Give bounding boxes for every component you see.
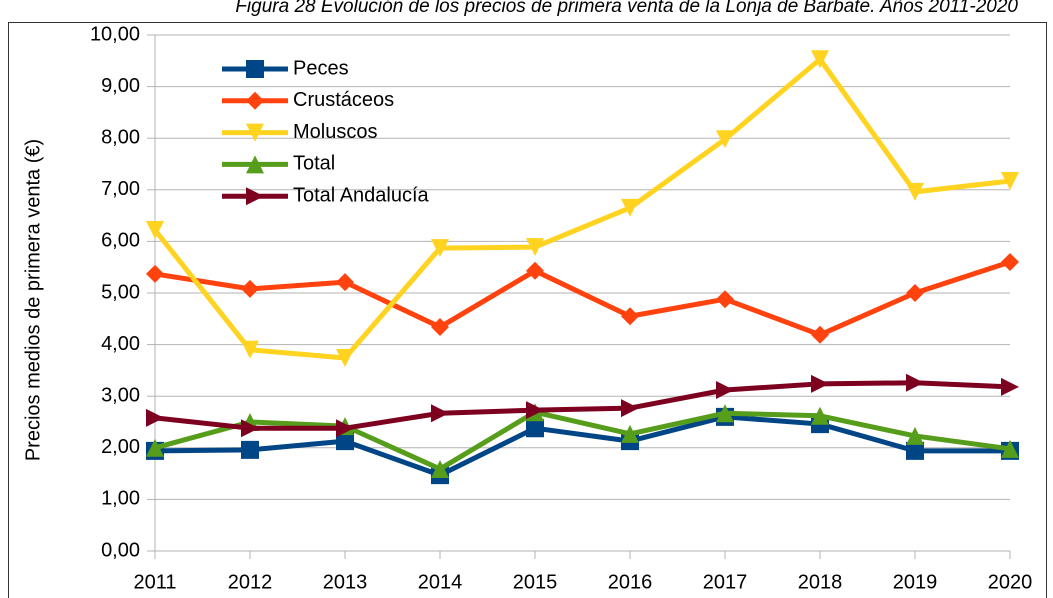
marker <box>241 279 259 298</box>
marker <box>526 261 544 280</box>
chart-title: Figura 28 Evolución de los precios de pr… <box>235 0 1018 17</box>
marker <box>246 155 264 174</box>
marker <box>526 238 544 257</box>
series-line <box>154 380 1011 431</box>
marker <box>716 404 734 423</box>
marker <box>431 459 449 478</box>
marker <box>246 60 264 78</box>
marker <box>1001 377 1019 396</box>
y-tick-label: 0,00 <box>101 539 140 561</box>
marker <box>336 349 354 368</box>
y-tick-label: 2,00 <box>101 436 140 458</box>
marker <box>811 325 829 344</box>
legend-label: Total <box>293 153 335 175</box>
series-line <box>154 414 1010 478</box>
y-tick-label: 5,00 <box>101 281 140 303</box>
x-tick-label: 2016 <box>608 571 653 593</box>
marker <box>621 399 639 418</box>
y-tick-label: 1,00 <box>101 488 140 510</box>
y-tick-label: 4,00 <box>101 333 140 355</box>
x-tick-label: 2013 <box>323 571 368 593</box>
y-tick-label: 6,00 <box>101 230 140 252</box>
x-tick-label: 2018 <box>798 571 843 593</box>
y-tick-label: 9,00 <box>101 75 140 97</box>
marker <box>621 198 639 217</box>
x-tick-label: 2014 <box>418 571 463 593</box>
marker <box>146 264 164 283</box>
y-tick-label: 8,00 <box>101 126 140 148</box>
marker <box>716 381 734 400</box>
marker <box>241 340 259 359</box>
y-tick-label: 3,00 <box>101 384 140 406</box>
marker <box>1001 172 1019 191</box>
marker <box>1001 439 1019 458</box>
marker <box>241 440 259 459</box>
legend-label: Peces <box>293 57 349 79</box>
marker <box>246 187 264 206</box>
marker <box>246 123 264 142</box>
marker <box>906 373 924 392</box>
marker <box>336 419 354 438</box>
marker <box>621 307 639 326</box>
chart-frame <box>8 22 1047 598</box>
x-tick-label: 2019 <box>893 571 938 593</box>
series-line <box>154 409 1011 472</box>
marker <box>336 273 354 292</box>
x-tick-label: 2020 <box>988 571 1033 593</box>
marker <box>526 419 544 438</box>
marker <box>146 408 164 427</box>
marker <box>906 441 924 460</box>
legend-label: Moluscos <box>293 121 377 143</box>
marker <box>146 438 164 457</box>
marker <box>811 50 829 69</box>
y-tick-label: 7,00 <box>101 178 140 200</box>
marker <box>621 424 639 443</box>
x-tick-label: 2017 <box>703 571 748 593</box>
y-axis-label: Precios medios de primera venta (€) <box>22 139 44 461</box>
series-line <box>154 259 1011 338</box>
legend-label: Total Andalucía <box>293 184 430 206</box>
marker <box>246 91 264 110</box>
marker <box>146 221 164 240</box>
x-tick-label: 2011 <box>133 571 176 593</box>
x-tick-label: 2015 <box>513 571 558 593</box>
marker <box>1001 253 1019 272</box>
legend-label: Crustáceos <box>293 89 394 111</box>
marker <box>431 239 449 258</box>
marker <box>431 404 449 423</box>
marker <box>526 401 544 420</box>
marker <box>906 182 924 201</box>
series-line <box>153 56 1011 361</box>
marker <box>811 374 829 393</box>
marker <box>811 406 829 425</box>
marker <box>241 419 259 438</box>
marker <box>336 432 354 451</box>
marker <box>716 130 734 149</box>
marker <box>431 318 449 337</box>
x-tick-label: 2012 <box>228 571 273 593</box>
y-tick-label: 10,00 <box>90 23 140 45</box>
marker <box>906 426 924 445</box>
marker <box>906 284 924 302</box>
marker <box>716 290 734 309</box>
